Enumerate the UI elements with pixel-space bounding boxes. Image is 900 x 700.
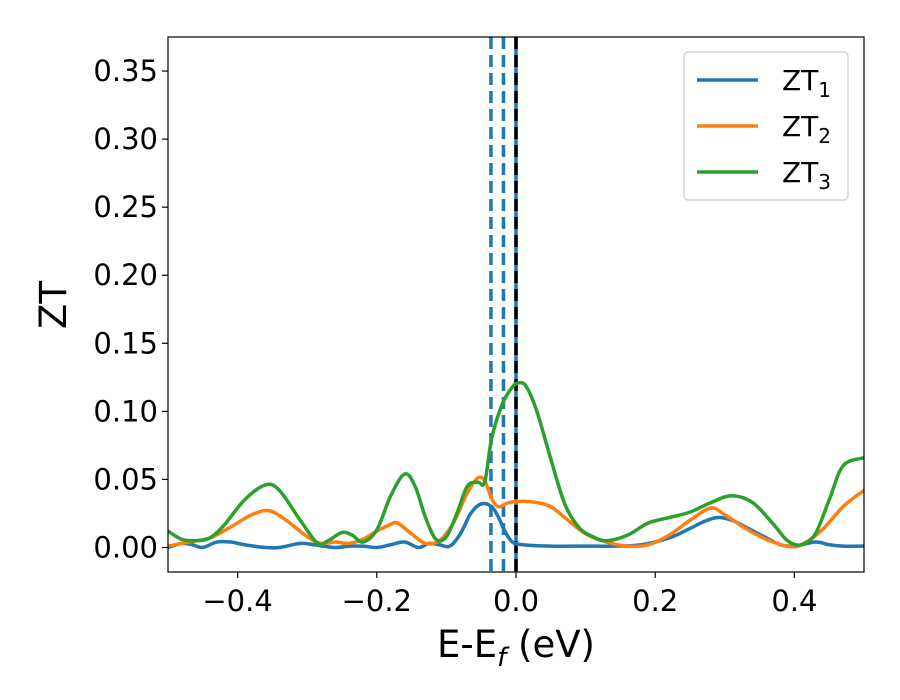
- y-tick-label: 0.05: [93, 462, 158, 496]
- y-tick-label: 0.15: [93, 326, 158, 360]
- y-tick-label: 0.25: [93, 190, 158, 224]
- series-line-zt3: [168, 380, 864, 547]
- legend-label-zt2: ZT2: [782, 110, 831, 148]
- y-axis-title: ZT: [32, 281, 75, 329]
- legend-label-zt3: ZT3: [782, 156, 831, 194]
- series-lines: [168, 380, 864, 550]
- y-tick-label: 0.35: [93, 54, 158, 88]
- x-axis-title: E-Ef (eV): [437, 623, 595, 673]
- y-axis-ticks: 0.00 0.05 0.10 0.15 0.20 0.25 0.30 0.35: [93, 54, 168, 564]
- x-tick-label: −0.4: [202, 584, 272, 618]
- legend: ZT1 ZT2 ZT3: [683, 51, 849, 201]
- x-tick-label: −0.2: [342, 584, 412, 618]
- x-axis-ticks: −0.4 −0.2 0.0 0.2 0.4: [202, 572, 817, 618]
- y-tick-label: 0.30: [93, 122, 158, 156]
- y-tick-label: 0.00: [93, 530, 158, 564]
- vertical-lines: [489, 37, 518, 572]
- series-line-zt2: [168, 475, 864, 549]
- legend-frame: [683, 51, 849, 201]
- y-tick-label: 0.10: [93, 394, 158, 428]
- x-tick-label: 0.0: [493, 584, 539, 618]
- legend-label-zt1: ZT1: [782, 64, 831, 102]
- y-tick-label: 0.20: [93, 258, 158, 292]
- x-tick-label: 0.2: [632, 584, 678, 618]
- x-tick-label: 0.4: [771, 584, 817, 618]
